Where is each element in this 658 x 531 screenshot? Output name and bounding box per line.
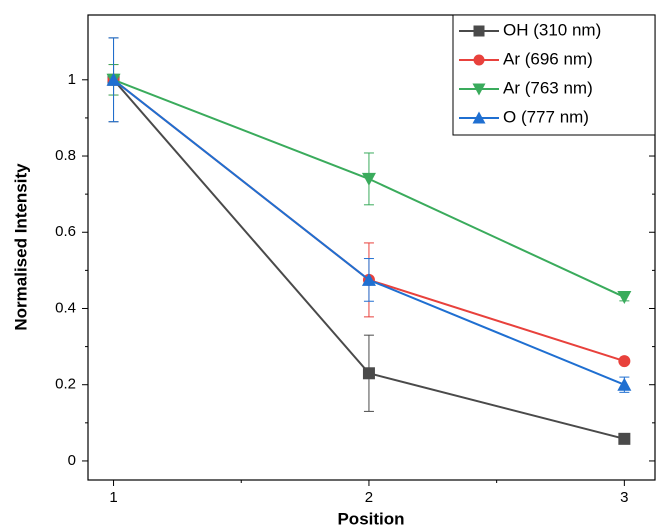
marker (361, 272, 376, 286)
legend-marker (472, 83, 486, 96)
marker (618, 432, 631, 445)
legend-marker (473, 54, 485, 66)
legend-label: Ar (696 nm) (503, 49, 593, 68)
legend-label: O (777 nm) (503, 107, 589, 126)
x-tick-label: 1 (109, 489, 117, 506)
y-tick-label: 0.6 (55, 223, 76, 240)
marker (617, 377, 632, 391)
y-tick-label: 1 (68, 71, 76, 88)
marker (106, 72, 121, 86)
y-tick-label: 0 (68, 452, 76, 469)
x-axis-label: Position (337, 509, 404, 528)
marker (618, 355, 631, 368)
y-tick-label: 0.4 (55, 299, 76, 316)
y-tick-label: 0.2 (55, 376, 76, 393)
marker (362, 367, 375, 380)
legend-label: Ar (763 nm) (503, 78, 593, 97)
plot-frame (87, 14, 656, 481)
marker (361, 172, 376, 186)
legend-marker (472, 111, 486, 124)
legend-box (452, 14, 656, 136)
y-axis-label: Normalised Intensity (11, 163, 30, 331)
x-tick-label: 2 (365, 489, 373, 506)
x-tick-label: 3 (620, 489, 628, 506)
y-tick-label: 0.8 (55, 147, 76, 164)
legend-label: OH (310 nm) (503, 20, 601, 39)
marker (617, 291, 632, 305)
legend-marker (473, 25, 485, 37)
